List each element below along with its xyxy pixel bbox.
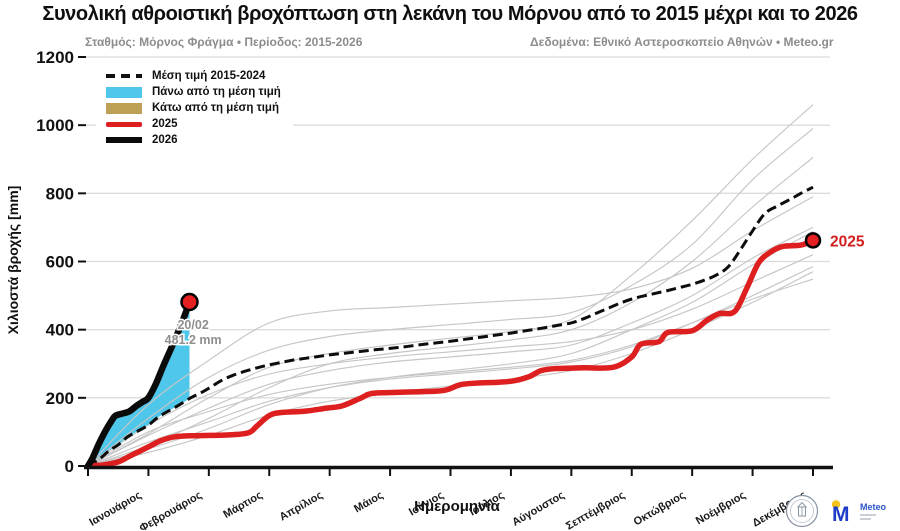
line-2026-group (84, 298, 193, 470)
y-tick-label: 400 (46, 321, 74, 340)
mean-line (87, 185, 814, 468)
data-source-subtitle: Δεδομένα: Εθνικό Αστεροσκοπείο Αθηνών • … (530, 35, 834, 49)
year-line (87, 157, 814, 467)
end-marker-2026 (180, 292, 199, 312)
x-tick-label: Μάιος (352, 489, 385, 515)
mean-line-group (87, 185, 814, 468)
end-marker-2025 (804, 232, 822, 249)
mean-dashed-line-swatch (106, 74, 142, 78)
y-tick-label: 1000 (36, 116, 74, 135)
footer-logos: M Meteo (785, 494, 886, 528)
legend-label-2026: 2026 (152, 134, 178, 146)
year-line (87, 128, 814, 467)
chart-title: Συνολική αθροιστική βροχόπτωση στη λεκάν… (42, 3, 858, 25)
x-tick-label: Μάρτιος (221, 489, 264, 521)
legend-label-2025: 2025 (152, 118, 178, 130)
year-line (87, 278, 814, 467)
meteo-logo-label: Meteo (859, 502, 886, 512)
y-tick-label: 0 (65, 457, 74, 476)
y-tick-label: 600 (46, 253, 74, 272)
background-year-lines (87, 104, 814, 467)
x-tick-label: Νοέμβριος (694, 489, 748, 527)
x-tick-label: Σεπτέμβριος (564, 489, 627, 531)
line-2025-group (85, 237, 816, 469)
line-2025-end-label: 2025 (830, 233, 865, 250)
meteo-tagline-bar (859, 518, 871, 520)
above-mean-fill (88, 302, 190, 466)
legend-label-mean: Μέση τιμή 2015-2024 (152, 70, 266, 82)
y-tick-label: 1200 (36, 48, 74, 67)
legend-label-below-mean: Κάτω από τη μέση τιμή (152, 102, 279, 114)
y-tick-label: 800 (46, 184, 74, 203)
line-2025-swatch (106, 121, 142, 127)
end-markers (180, 232, 822, 312)
year-line (87, 230, 814, 467)
line-2025 (85, 237, 816, 469)
x-tick-label: Ιανουάριος (87, 489, 144, 529)
meteo-tagline-bar (859, 514, 876, 516)
legend-label-above-mean: Πάνω από τη μέση τιμή (152, 86, 281, 98)
year-line (87, 254, 814, 467)
year-line (87, 104, 814, 467)
gridlines (85, 56, 830, 399)
legend-item-2026: 2026 (106, 132, 281, 148)
annotation-line: 481.2 mm (165, 333, 222, 347)
legend-item-below-mean: Κάτω από τη μέση τιμή (106, 100, 281, 116)
svg-text:M: M (832, 503, 850, 524)
legend-item-above-mean: Πάνω από τη μέση τιμή (106, 84, 281, 100)
above-mean-fill-swatch (106, 86, 142, 98)
above-mean-fill-area (88, 302, 190, 466)
x-tick-label: Οκτώβριος (632, 489, 688, 528)
end-label-2025: 2025 (830, 233, 865, 250)
legend: Μέση τιμή 2015-2024 Πάνω από τη μέση τιμ… (96, 62, 293, 154)
x-tick-label: Απρίλιος (278, 489, 326, 523)
meteo-m-icon: M (831, 500, 850, 524)
annotation-line: 20/02 (177, 318, 208, 332)
line-2026 (84, 298, 193, 470)
x-axis-label: Ημερομηνία (414, 498, 500, 515)
year-line (87, 226, 814, 467)
year-line (87, 196, 814, 467)
x-tick-label: Αύγουστος (510, 489, 567, 529)
station-subtitle: Σταθμός: Μόρνος Φράγμα • Περίοδος: 2015-… (85, 35, 363, 49)
x-axis (84, 465, 833, 476)
x-tick-label: Ιούλιος (467, 489, 506, 518)
y-axis-ticks: 0 200 400 600 800 1000 1200 (36, 48, 86, 476)
below-mean-fill-swatch (106, 102, 142, 114)
x-tick-label: Φεβρουάριος (138, 489, 205, 531)
meteo-logo: M Meteo (829, 498, 886, 524)
y-tick-label: 200 (46, 389, 74, 408)
legend-item-2025: 2025 (106, 116, 281, 132)
line-2026-swatch (106, 136, 142, 144)
x-tick-label: Ιούνιος (407, 489, 446, 518)
legend-item-mean: Μέση τιμή 2015-2024 (106, 68, 281, 84)
observatory-seal-logo (785, 494, 819, 528)
